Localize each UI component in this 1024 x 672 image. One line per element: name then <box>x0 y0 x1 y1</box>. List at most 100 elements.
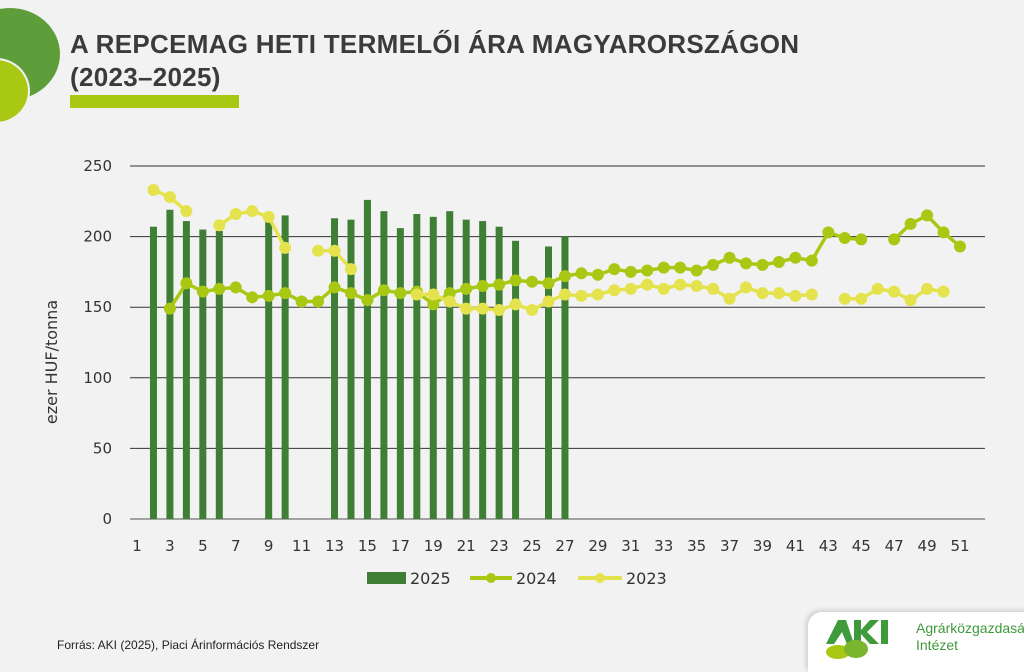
point-2024 <box>740 257 753 270</box>
legend-swatch-2025 <box>367 572 406 584</box>
point-2024 <box>805 254 818 267</box>
point-2024 <box>279 287 292 300</box>
x-tick-label: 33 <box>654 537 673 555</box>
point-2023 <box>542 295 555 308</box>
point-2024 <box>756 258 769 271</box>
point-2024 <box>921 209 934 222</box>
bar-2025 <box>413 214 421 519</box>
bar-2025 <box>166 209 174 519</box>
legend-label-2025: 2025 <box>410 569 451 588</box>
point-2023 <box>312 244 325 257</box>
point-2023 <box>493 304 506 317</box>
x-tick-label: 39 <box>753 537 772 555</box>
point-2023 <box>279 241 292 254</box>
point-2024 <box>377 284 390 297</box>
bar-2025 <box>199 229 207 520</box>
point-2024 <box>295 295 308 308</box>
bar-2025 <box>380 211 388 519</box>
x-tick-label: 37 <box>720 537 739 555</box>
point-2023 <box>163 191 176 204</box>
point-2023 <box>838 292 851 305</box>
point-2024 <box>838 232 851 245</box>
legend-marker-2023 <box>595 573 605 583</box>
y-axis-label: ezer HUF/tonna <box>42 300 61 424</box>
x-tick-label: 25 <box>522 537 541 555</box>
point-2023 <box>855 292 868 305</box>
point-2023 <box>246 205 259 218</box>
point-2023 <box>229 208 242 221</box>
bar-2025 <box>512 240 520 519</box>
x-tick-label: 23 <box>490 537 509 555</box>
logo-line-1: Agrárközgazdasági <box>916 620 1024 636</box>
x-tick-label: 21 <box>457 537 476 555</box>
bar-2025 <box>446 211 454 519</box>
point-2024 <box>163 302 176 315</box>
point-2023 <box>443 295 456 308</box>
x-tick-label: 3 <box>165 537 175 555</box>
y-tick-label: 0 <box>102 510 112 528</box>
y-tick-label: 200 <box>83 228 112 246</box>
source-note: Forrás: AKI (2025), Piaci Árinformációs … <box>57 638 320 652</box>
point-2024 <box>229 281 242 294</box>
bar-2025 <box>561 236 569 519</box>
x-tick-label: 41 <box>786 537 805 555</box>
point-2023 <box>772 287 785 300</box>
point-2023 <box>147 184 160 197</box>
bar-2025 <box>331 218 339 519</box>
point-2024 <box>822 226 835 239</box>
point-2024 <box>196 285 209 298</box>
point-2024 <box>262 289 275 302</box>
point-2024 <box>608 263 621 276</box>
point-2024 <box>493 278 506 291</box>
point-2024 <box>674 261 687 274</box>
x-tick-label: 17 <box>391 537 410 555</box>
x-tick-label: 43 <box>819 537 838 555</box>
point-2023 <box>624 282 637 295</box>
point-2023 <box>558 288 571 301</box>
x-tick-label: 15 <box>358 537 377 555</box>
point-2024 <box>937 226 950 239</box>
x-tick-label: 47 <box>885 537 904 555</box>
x-tick-label: 51 <box>950 537 969 555</box>
bar-2025 <box>545 246 552 519</box>
x-tick-label: 11 <box>292 537 311 555</box>
point-2023 <box>641 278 654 291</box>
point-2023 <box>690 280 703 293</box>
point-2024 <box>443 287 456 300</box>
point-2024 <box>772 256 785 269</box>
point-2023 <box>871 282 884 295</box>
page-title: A REPCEMAG HETI TERMELŐI ÁRA MAGYARORSZÁ… <box>70 28 799 94</box>
point-2023 <box>213 219 226 232</box>
point-2023 <box>575 289 588 302</box>
x-tick-label: 1 <box>132 537 142 555</box>
point-2024 <box>328 281 341 294</box>
point-2023 <box>921 282 934 295</box>
y-tick-label: 100 <box>83 369 112 387</box>
point-2024 <box>954 240 966 253</box>
point-2024 <box>641 264 654 277</box>
point-2024 <box>476 280 489 293</box>
point-2024 <box>180 277 193 290</box>
aki-logo-mark <box>826 620 888 659</box>
point-2024 <box>526 275 539 288</box>
x-tick-label: 13 <box>325 537 344 555</box>
point-2024 <box>789 251 802 264</box>
point-2024 <box>213 282 226 295</box>
point-2024 <box>690 264 703 277</box>
point-2023 <box>460 302 473 315</box>
point-2023 <box>789 289 802 302</box>
point-2024 <box>855 233 868 246</box>
point-2024 <box>707 258 720 271</box>
point-2023 <box>756 287 769 300</box>
point-2024 <box>427 298 440 311</box>
point-2023 <box>410 288 423 301</box>
point-2023 <box>427 288 440 301</box>
x-tick-label: 27 <box>555 537 574 555</box>
x-tick-label: 35 <box>687 537 706 555</box>
x-tick-label: 7 <box>231 537 241 555</box>
legend: 2025 2024 2023 <box>367 569 667 588</box>
x-tick-label: 29 <box>588 537 607 555</box>
point-2024 <box>361 294 374 307</box>
x-tick-label: 19 <box>424 537 443 555</box>
